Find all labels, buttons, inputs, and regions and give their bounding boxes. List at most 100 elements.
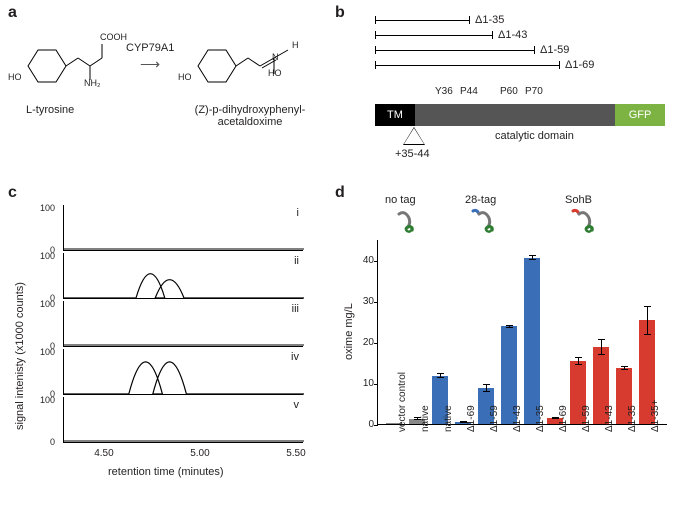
- residue-label: P60: [500, 86, 518, 97]
- protein-cartoon-icon: [387, 208, 427, 238]
- error-bar: [463, 421, 464, 423]
- ytick: 100: [40, 395, 55, 405]
- trunc-label: Δ1-69: [565, 59, 594, 71]
- bar-xlabel: Δ1-69: [466, 405, 477, 432]
- trace-curve: [64, 253, 304, 299]
- d-ytick: 20: [356, 337, 374, 348]
- bar-xlabel: Δ1-59: [581, 405, 592, 432]
- insert-label: +35-44: [395, 148, 430, 160]
- nh2-label: NH₂: [84, 78, 101, 88]
- trunc-label: Δ1-35: [475, 14, 504, 26]
- group-label: SohB: [565, 194, 592, 206]
- trace-row: 1000ii: [63, 253, 303, 299]
- error-bar: [647, 306, 648, 335]
- ytick: 0: [50, 437, 55, 447]
- residue-label: Y36: [435, 86, 453, 97]
- protein-cartoon-icon: [567, 208, 607, 238]
- trunc-line: [375, 65, 560, 66]
- product-line1: (Z)-p-dihydroxyphenyl-: [195, 104, 306, 116]
- reactant-name: L-tyrosine: [26, 104, 74, 116]
- trace-curve: [64, 349, 304, 395]
- trunc-label: Δ1-43: [498, 29, 527, 41]
- trace-curve: [64, 301, 304, 347]
- trace-row: 1000iv: [63, 349, 303, 395]
- bar-xlabel: Δ1-43: [512, 405, 523, 432]
- group-label: no tag: [385, 194, 416, 206]
- ytick: 100: [40, 203, 55, 213]
- d-ytick: 0: [356, 419, 374, 430]
- trunc-line: [375, 20, 470, 21]
- trace-row: 1000v: [63, 397, 303, 443]
- xtick: 5.50: [286, 448, 305, 459]
- residue-label: P44: [460, 86, 478, 97]
- d-chart-area: 010203040: [377, 240, 667, 425]
- bar-xlabel: Δ1-69: [558, 405, 569, 432]
- panel-d: oxime mg/L 010203040 vector controlnativ…: [335, 190, 675, 500]
- product-line2: acetaldoxime: [218, 116, 283, 128]
- tyrosine-structure: [18, 36, 128, 96]
- cooh-label: COOH: [100, 32, 127, 42]
- oxime-structure: [188, 36, 308, 96]
- error-bar: [532, 255, 533, 260]
- bar-xlabel: Δ1-59: [489, 405, 500, 432]
- xtick: 5.00: [190, 448, 209, 459]
- c-xaxis-label: retention time (minutes): [108, 466, 224, 478]
- trace-row: 1000i: [63, 205, 303, 251]
- error-bar: [601, 339, 602, 355]
- ytick: 100: [40, 251, 55, 261]
- bar-xlabel: vector control: [397, 372, 408, 432]
- d-ytick-mark: [374, 384, 378, 385]
- panel-a: HO COOH NH₂ L-tyrosine ⟶ CYP79A1 HO HO N…: [8, 8, 318, 138]
- domain-cat: [415, 104, 615, 126]
- ho-label-2: HO: [178, 72, 192, 82]
- bar-xlabel: native: [443, 405, 454, 432]
- protein-cartoon-icon: [467, 208, 507, 238]
- error-bar: [555, 417, 556, 419]
- reaction-arrow-icon: ⟶: [140, 56, 160, 73]
- group-label: 28-tag: [465, 194, 496, 206]
- bar-xlabel: Δ1-43: [604, 405, 615, 432]
- error-bar: [417, 417, 418, 419]
- bar: [524, 258, 540, 425]
- trunc-line: [375, 50, 535, 51]
- trunc-label: Δ1-59: [540, 44, 569, 56]
- trace-row: 1000iii: [63, 301, 303, 347]
- catalytic-label: catalytic domain: [495, 130, 574, 142]
- panel-c: signal intenisty (x1000 counts) 1000i100…: [8, 190, 318, 500]
- d-ytick-mark: [374, 261, 378, 262]
- d-ytick: 10: [356, 378, 374, 389]
- d-ytick: 30: [356, 296, 374, 307]
- panel-b: Δ1-35 Δ1-43 Δ1-59 Δ1-69 Y36 P44 P60 P70 TM GFP cat…: [335, 8, 675, 183]
- d-ytick-mark: [374, 425, 378, 426]
- error-bar: [578, 357, 579, 365]
- error-bar: [509, 325, 510, 328]
- residue-label: P70: [525, 86, 543, 97]
- h-label: H: [292, 40, 299, 50]
- bar-xlabel: Δ1-35: [535, 405, 546, 432]
- bar-xlabel: Δ1-35: [627, 405, 638, 432]
- ho-label-3: HO: [268, 68, 282, 78]
- trace-curve: [64, 397, 304, 443]
- c-yaxis-label: signal intenisty (x1000 counts): [14, 282, 26, 430]
- domain-gfp: GFP: [615, 104, 665, 126]
- n-label: N: [272, 52, 279, 62]
- ho-label-1: HO: [8, 72, 22, 82]
- error-bar: [440, 373, 441, 377]
- bar-xlabel: native: [420, 405, 431, 432]
- bar-xlabel: Δ1-35+: [650, 399, 661, 432]
- enzyme-name: CYP79A1: [126, 42, 174, 54]
- ytick: 100: [40, 299, 55, 309]
- trunc-line: [375, 35, 493, 36]
- insert-triangle-fill: [404, 128, 424, 144]
- error-bar: [624, 366, 625, 369]
- domain-tm: TM: [375, 104, 415, 126]
- error-bar: [486, 384, 487, 392]
- d-ytick-mark: [374, 302, 378, 303]
- trace-curve: [64, 205, 304, 251]
- d-ytick-mark: [374, 343, 378, 344]
- ytick: 100: [40, 347, 55, 357]
- xtick: 4.50: [94, 448, 113, 459]
- product-name: (Z)-p-dihydroxyphenyl- acetaldoxime: [180, 104, 320, 128]
- d-yaxis-label: oxime mg/L: [343, 303, 355, 360]
- d-ytick: 40: [356, 255, 374, 266]
